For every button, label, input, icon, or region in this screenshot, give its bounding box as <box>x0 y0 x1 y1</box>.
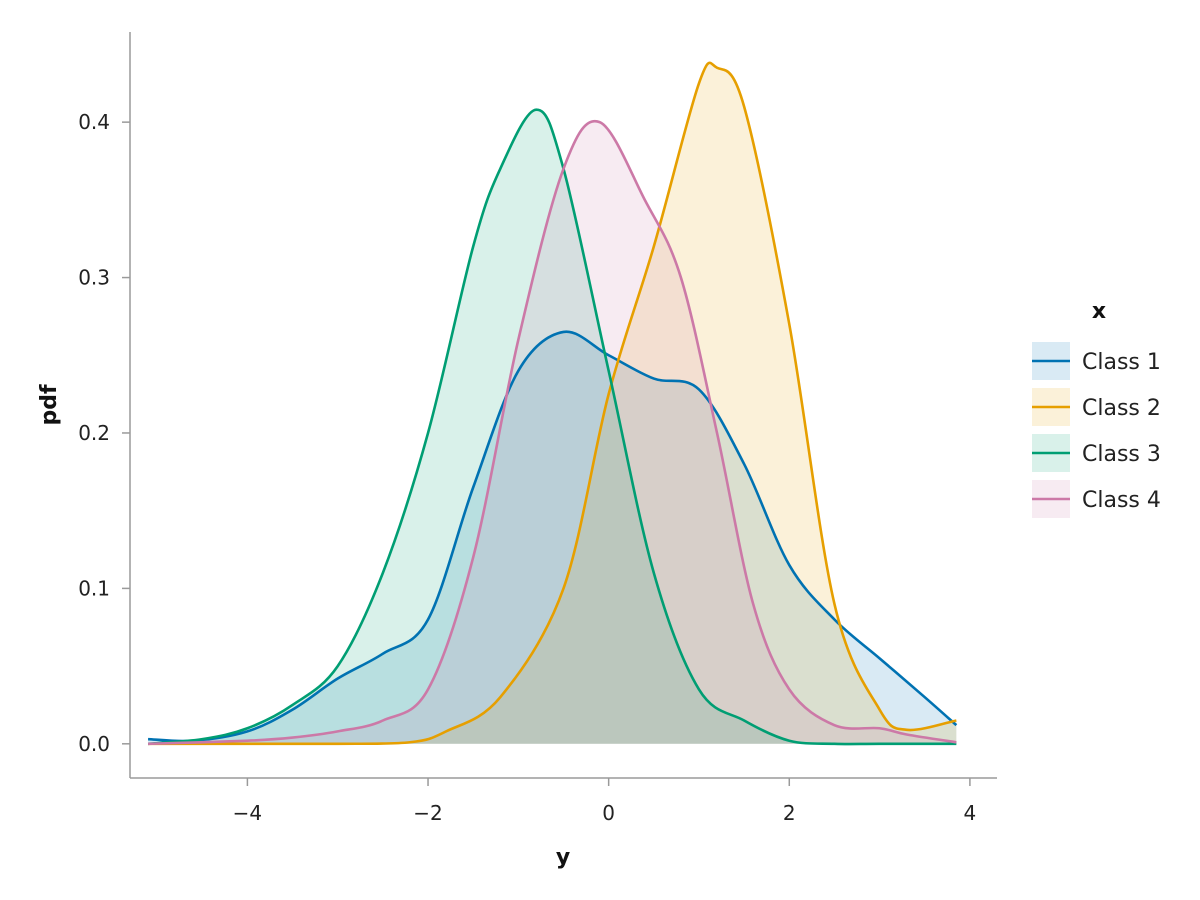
legend-label: Class 4 <box>1082 488 1161 513</box>
line-class-1 <box>148 330 958 743</box>
legend: x Class 1 Class 2 Class 3 Class 4 <box>1032 299 1161 518</box>
y-tick-label: 0.2 <box>78 421 110 445</box>
legend-label: Class 2 <box>1082 396 1161 421</box>
area-class-2 <box>148 62 957 744</box>
legend-title: x <box>1092 299 1106 324</box>
legend-item-class-4: Class 4 <box>1032 480 1161 518</box>
legend-items: Class 1 Class 2 Class 3 Class 4 <box>1032 342 1161 518</box>
area-class-1 <box>148 331 957 744</box>
x-axis-title: y <box>556 845 570 870</box>
y-axis-title: pdf <box>37 384 62 425</box>
x-axis-ticks: −4 −2 0 2 4 <box>233 778 977 825</box>
line-class-4 <box>148 119 957 746</box>
y-tick-label: 0.4 <box>78 110 110 134</box>
y-tick-label: 0.3 <box>78 266 110 290</box>
x-tick-label: 2 <box>783 801 796 825</box>
area-class-4 <box>148 121 957 744</box>
x-tick-label: −4 <box>233 801 262 825</box>
legend-label: Class 1 <box>1082 350 1161 375</box>
legend-item-class-3: Class 3 <box>1032 434 1161 472</box>
x-tick-label: 0 <box>602 801 615 825</box>
y-tick-label: 0.0 <box>78 732 110 756</box>
x-tick-label: −2 <box>413 801 442 825</box>
line-class-3 <box>147 108 957 746</box>
series-lines <box>147 61 958 746</box>
series-fills <box>148 62 957 745</box>
y-axis-ticks: 0.0 0.1 0.2 0.3 0.4 <box>78 110 130 756</box>
x-tick-label: 4 <box>964 801 977 825</box>
y-tick-label: 0.1 <box>78 576 110 600</box>
line-class-2 <box>148 61 957 746</box>
legend-label: Class 3 <box>1082 442 1161 467</box>
area-class-3 <box>148 109 957 745</box>
legend-item-class-2: Class 2 <box>1032 388 1161 426</box>
legend-item-class-1: Class 1 <box>1032 342 1161 380</box>
